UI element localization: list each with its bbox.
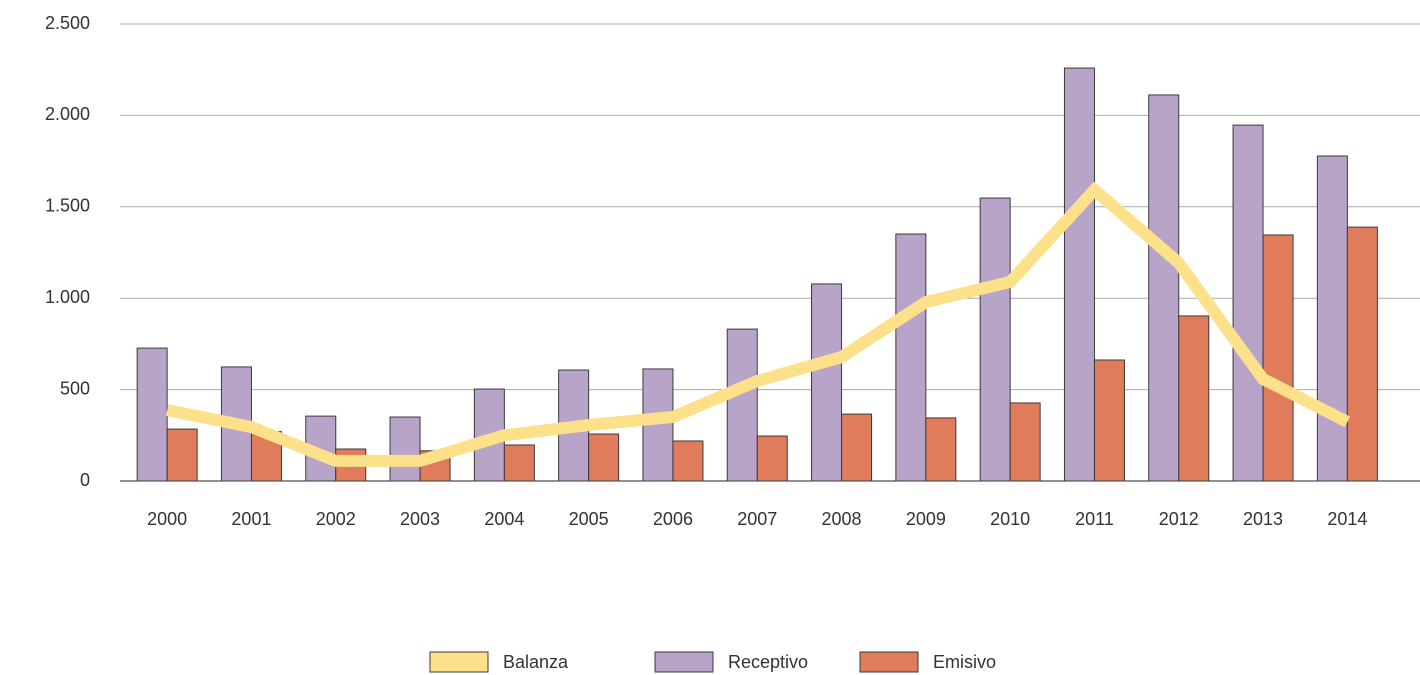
bar [1063,67,1095,482]
y-tick-label: 1.000 [45,287,90,307]
bar [1346,226,1378,482]
x-tick-label: 2012 [1159,509,1199,529]
bar [756,435,788,482]
bar [672,440,704,482]
y-tick-label: 1.500 [45,196,90,216]
bar [503,444,535,482]
legend-swatch [859,651,919,673]
y-tick-label: 2.000 [45,104,90,124]
bar [811,283,843,482]
legend-label: Emisivo [933,652,996,672]
bar [726,328,758,482]
x-tick-label: 2010 [990,509,1030,529]
x-tick-label: 2003 [400,509,440,529]
bar [841,413,873,482]
x-tick-label: 2006 [653,509,693,529]
bar [1316,155,1348,482]
line [165,181,1351,467]
y-tick-label: 0 [80,470,90,490]
y-tick-label: 500 [60,378,90,398]
bar [979,197,1011,482]
bar [1232,124,1264,482]
bar [1262,234,1294,482]
bar [166,428,198,482]
x-tick-label: 2009 [906,509,946,529]
legend-swatch [429,651,489,673]
x-tick-label: 2000 [147,509,187,529]
legend-label: Balanza [503,652,569,672]
bar [136,347,168,482]
bar [1009,402,1041,482]
x-tick-label: 2007 [737,509,777,529]
x-tick-label: 2014 [1327,509,1367,529]
x-tick-label: 2004 [484,509,524,529]
x-tick-label: 2002 [316,509,356,529]
x-tick-label: 2013 [1243,509,1283,529]
x-tick-label: 2005 [569,509,609,529]
bar [1148,94,1180,482]
x-tick-label: 2001 [231,509,271,529]
y-tick-label: 2.500 [45,13,90,33]
bar [588,433,620,482]
bar [925,417,957,482]
bar [389,416,421,482]
x-tick-label: 2011 [1075,509,1114,529]
legend-swatch [654,651,714,673]
bar [895,233,927,482]
x-tick-label: 2008 [822,509,862,529]
bar [1093,359,1125,482]
legend-label: Receptivo [728,652,808,672]
bar [1178,315,1210,482]
